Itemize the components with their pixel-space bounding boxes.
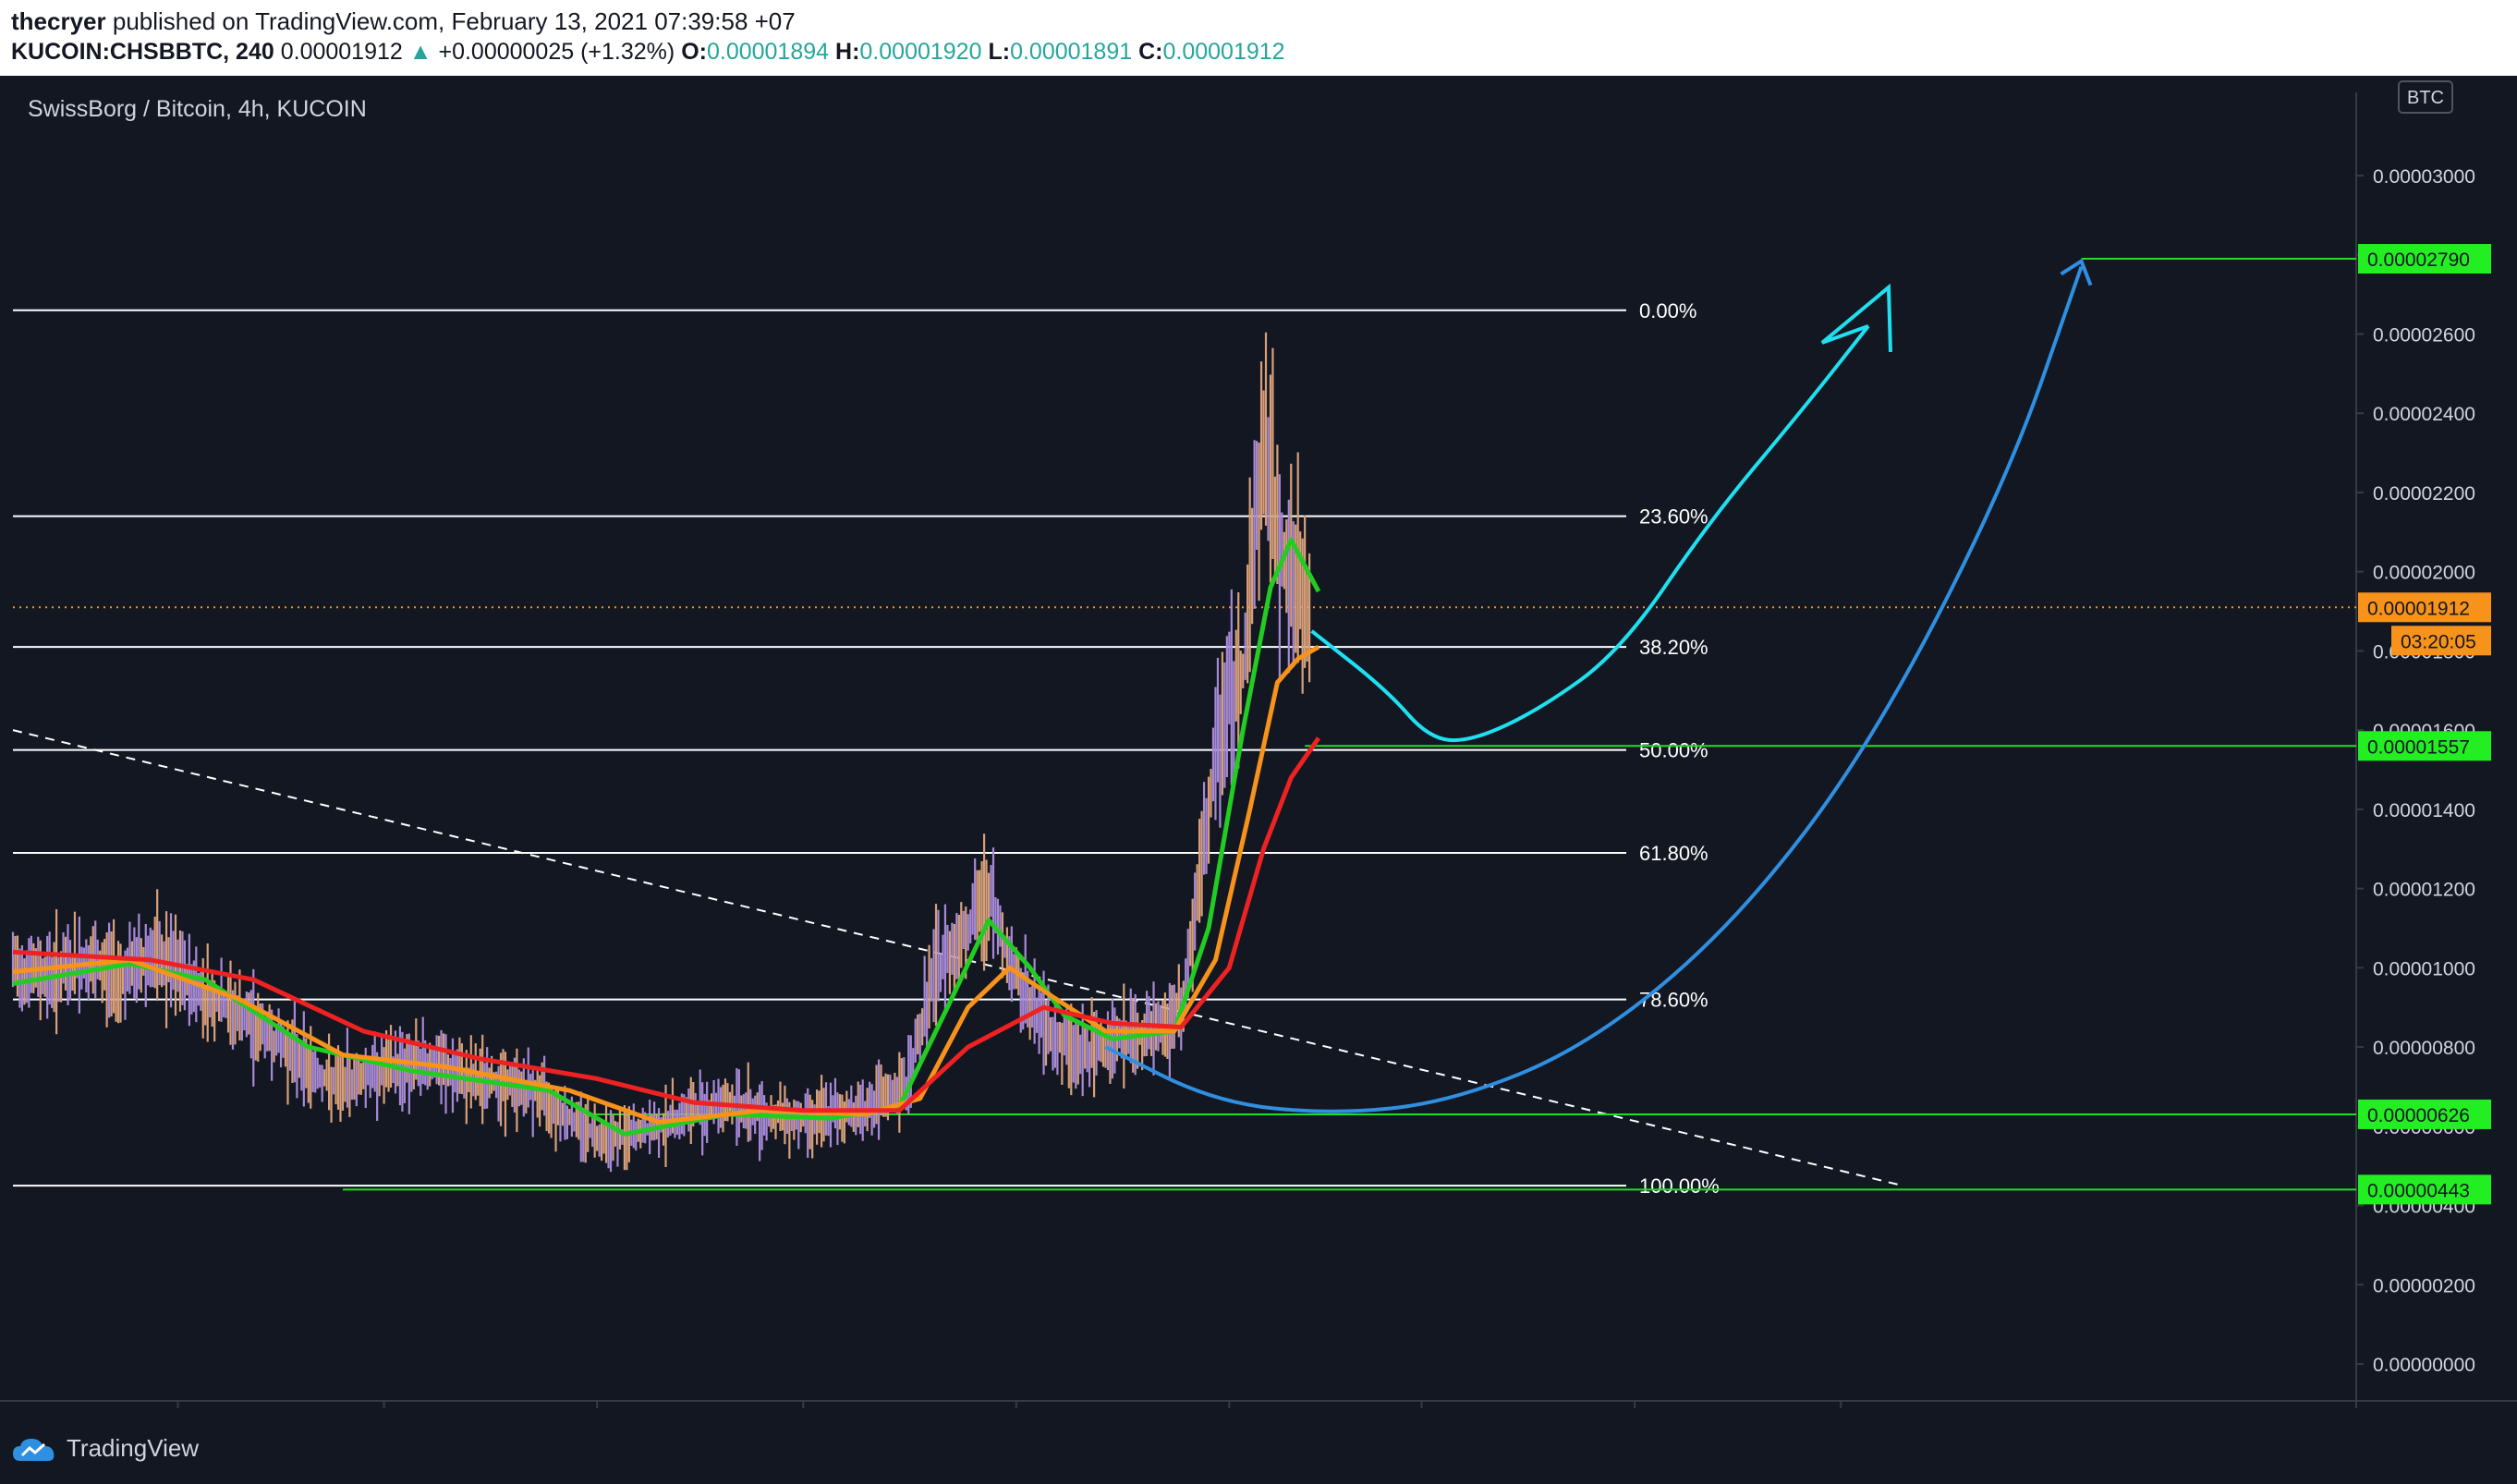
- fib-label: 100.00%: [1639, 1174, 1720, 1198]
- fib-label: 50.00%: [1639, 739, 1708, 762]
- chart-area[interactable]: 0.00% 23.60% 38.20% 50.00% 61.80% 78.60% 100.0…: [0, 76, 2517, 1439]
- price-tick-label: 0.00001400: [2373, 800, 2475, 821]
- high-value: 0.00001920: [859, 39, 982, 65]
- fib-label: 0.00%: [1639, 299, 1696, 322]
- blue-projection-path: [1104, 265, 2084, 1113]
- price-tick-label: 0.00000000: [2373, 1355, 2475, 1376]
- price-tick-label: 0.00000200: [2373, 1275, 2475, 1296]
- price-tick-label: 0.00003000: [2373, 166, 2475, 188]
- level-price-label: 0.00000626: [2367, 1105, 2470, 1126]
- publication-header: thecryer published on TradingView.com, F…: [0, 0, 2517, 76]
- chart-title: SwissBorg / Bitcoin, 4h, KUCOIN: [28, 96, 367, 122]
- cyan-arrow-head: [1820, 283, 1892, 352]
- price-tick-label: 0.00001200: [2373, 880, 2475, 901]
- level-price-badge: [2358, 731, 2491, 761]
- price-tick-label: 0.00001000: [2373, 958, 2475, 979]
- current-price-badge: [2358, 592, 2491, 623]
- tradingview-logo[interactable]: TradingView: [11, 1434, 199, 1463]
- author-name[interactable]: thecryer: [11, 7, 106, 35]
- price-tick-label: 0.00000800: [2373, 1038, 2475, 1059]
- level-price-badge: [2358, 1099, 2491, 1129]
- price-change: +0.00000025 (+1.32%): [438, 39, 675, 65]
- symbol-label[interactable]: KUCOIN:CHSBBTC, 240: [11, 39, 274, 65]
- level-price-label: 0.00002790: [2367, 249, 2470, 271]
- level-price-badge: [2358, 244, 2491, 274]
- price-tick-label: 0.00002600: [2373, 324, 2475, 346]
- fib-label: 78.60%: [1639, 989, 1708, 1012]
- cyan-projection-path: [1310, 324, 1870, 743]
- currency-badge-label: BTC: [2407, 88, 2444, 108]
- price-tick-label: 0.00002000: [2373, 563, 2475, 584]
- published-text: published on TradingView.com, February 1…: [112, 7, 796, 35]
- last-price: 0.00001912: [280, 39, 403, 65]
- ema-line-ema_slow: [12, 736, 1321, 1113]
- level-price-label: 0.00000443: [2367, 1180, 2470, 1201]
- ohlc-line: KUCOIN:CHSBBTC, 240 0.00001912 ▲ +0.0000…: [11, 39, 1285, 66]
- published-line: thecryer published on TradingView.com, F…: [11, 7, 796, 36]
- cloud-icon: [13, 1438, 55, 1461]
- close-value: 0.00001912: [1162, 39, 1285, 65]
- level-price-label: 0.00001557: [2367, 736, 2470, 758]
- level-price-badge: [2358, 1174, 2491, 1205]
- current-price-label: 0.00001912: [2367, 598, 2470, 619]
- price-tick-label: 0.00002400: [2373, 404, 2475, 425]
- up-arrow-icon: ▲: [408, 39, 432, 65]
- low-value: 0.00001891: [1010, 39, 1133, 65]
- countdown-label: 03:20:05: [2401, 631, 2476, 652]
- fib-label: 61.80%: [1639, 842, 1708, 865]
- price-tick-label: 0.00002200: [2373, 483, 2475, 505]
- close-label: C:: [1138, 39, 1163, 65]
- ema-line-ema_mid: [12, 644, 1320, 1125]
- ema-line-ema_fast: [12, 537, 1321, 1137]
- footer-bar: TradingView: [0, 1408, 2517, 1484]
- dashed-trendline: [12, 729, 1903, 1187]
- currency-badge: [2398, 80, 2453, 114]
- fib-label: 38.20%: [1639, 636, 1708, 659]
- open-value: 0.00001894: [706, 39, 830, 65]
- low-label: L:: [988, 39, 1011, 65]
- price-chart[interactable]: 0.00% 23.60% 38.20% 50.00% 61.80% 78.60% 100.0…: [0, 76, 2517, 1439]
- countdown-badge: [2391, 626, 2491, 656]
- high-label: H:: [835, 39, 860, 65]
- tradingview-brand: TradingView: [67, 1434, 200, 1462]
- open-label: O:: [681, 39, 707, 65]
- blue-arrow-head: [2060, 258, 2093, 286]
- fib-label: 23.60%: [1639, 505, 1708, 529]
